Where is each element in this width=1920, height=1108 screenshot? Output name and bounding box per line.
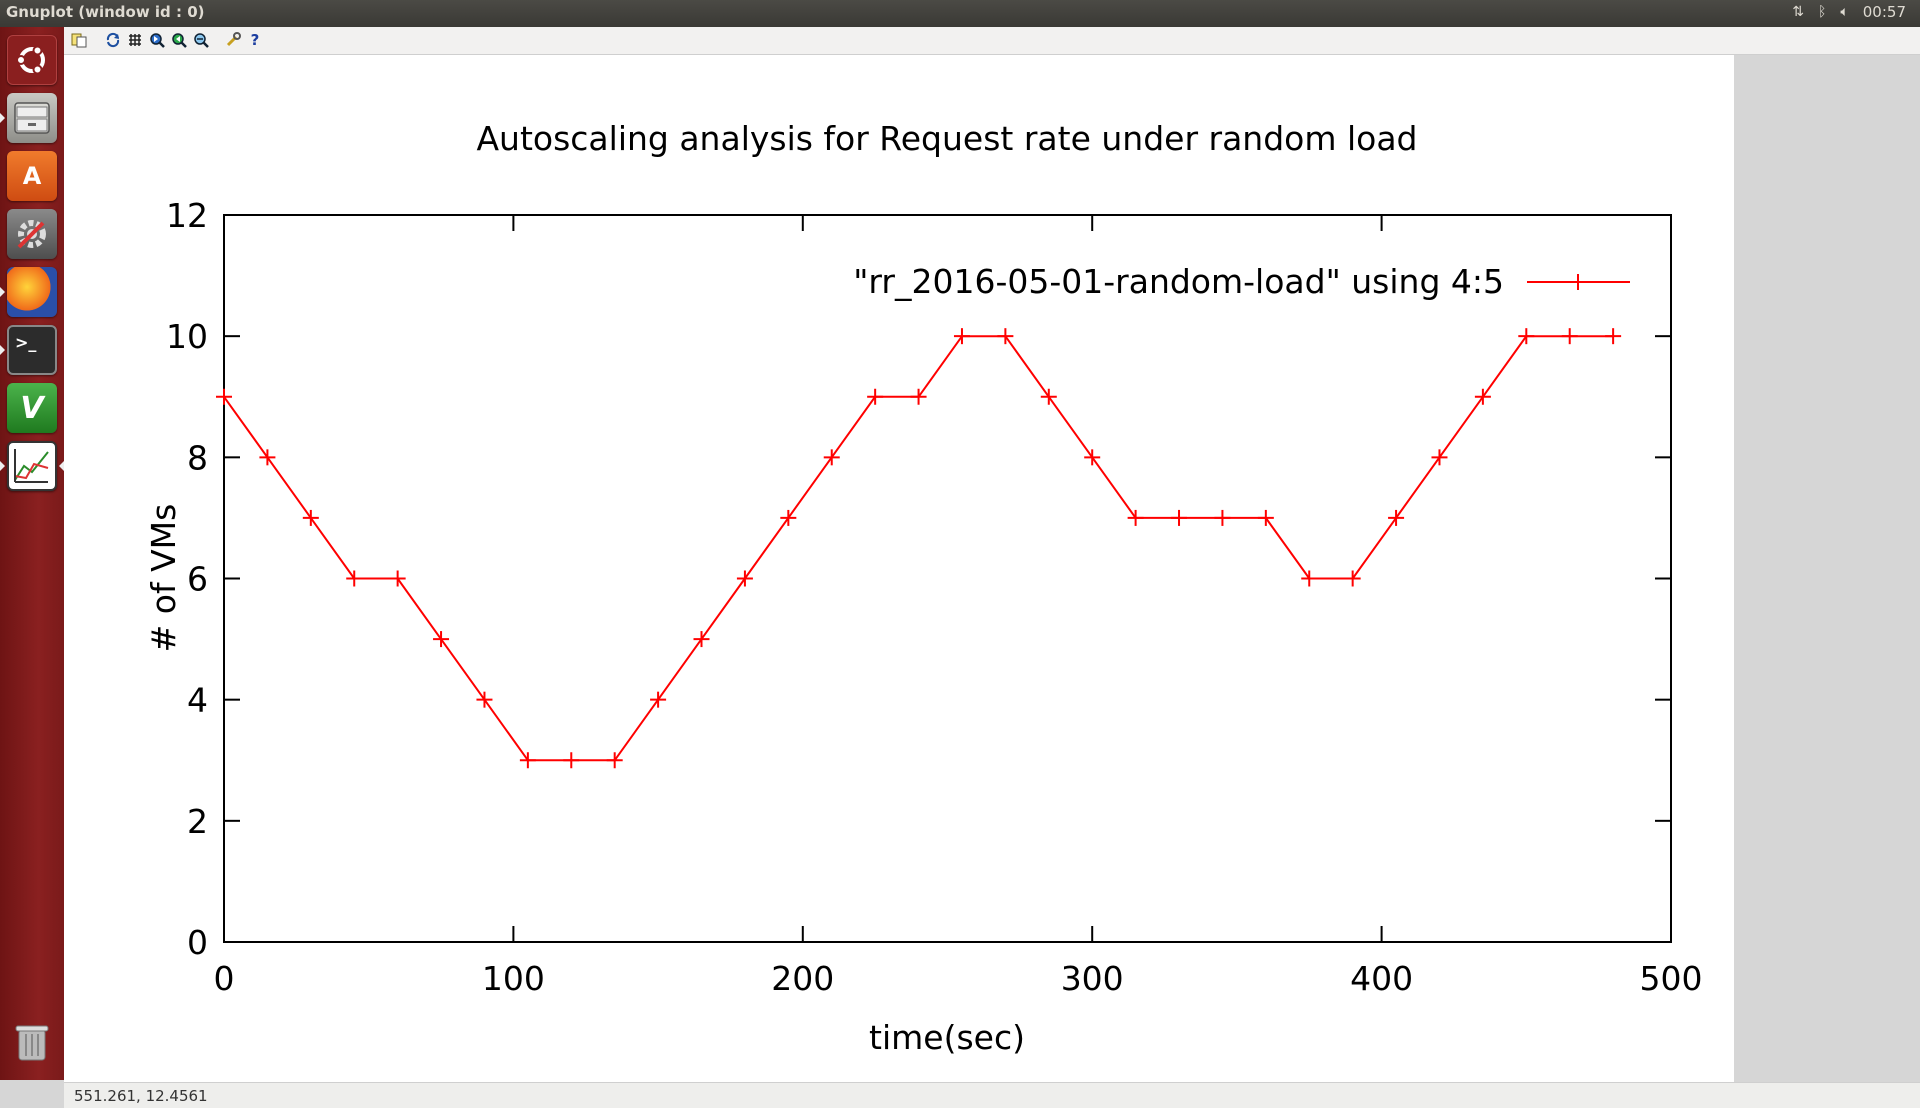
data-series [216, 328, 1622, 769]
unzoom-icon[interactable] [192, 31, 210, 49]
plot-border [223, 214, 1672, 943]
y-tick-label: 0 [187, 923, 208, 962]
y-tick-label: 10 [166, 317, 208, 356]
data-point [302, 509, 319, 526]
data-point [519, 752, 536, 769]
terminal-icon[interactable]: >_ [7, 325, 57, 375]
data-point [780, 509, 797, 526]
data-point [1605, 328, 1622, 345]
grid-icon[interactable] [126, 31, 144, 49]
running-indicator [0, 345, 5, 355]
clock[interactable]: 00:57 [1862, 3, 1906, 21]
data-point [1431, 449, 1448, 466]
file-cabinet-icon [14, 102, 50, 134]
data-point [823, 449, 840, 466]
data-point [650, 691, 667, 708]
mouse-coordinates: 551.261, 12.4561 [74, 1087, 208, 1105]
data-point [1084, 449, 1101, 466]
dash-home-icon[interactable] [7, 35, 57, 85]
data-point [867, 388, 884, 405]
top-panel: Gnuplot (window id : 0) ⇅ ᛒ 🔈︎ 00:57 [0, 0, 1920, 27]
y-tick-label: 8 [187, 438, 208, 477]
network-transfer-icon[interactable]: ⇅ [1792, 4, 1804, 20]
gnuplot-toolbar: ? [64, 27, 1920, 55]
data-point [693, 631, 710, 648]
running-indicator [0, 287, 5, 297]
help-glyph: ? [250, 31, 260, 49]
trash-icon[interactable] [7, 1017, 57, 1067]
y-tick-label: 4 [187, 681, 208, 720]
gnuplot-window: ? Autoscaling analysis for Request rate … [64, 27, 1920, 1108]
plot-canvas[interactable]: Autoscaling analysis for Request rate un… [64, 55, 1734, 1082]
bluetooth-icon[interactable]: ᛒ [1817, 4, 1827, 20]
trash-can-icon [15, 1025, 49, 1061]
data-point [1388, 509, 1405, 526]
replot-icon[interactable] [104, 31, 122, 49]
data-point [563, 752, 580, 769]
gnuplot-graph-icon [14, 449, 49, 483]
indicator-area: ⇅ ᛒ 🔈︎ 00:57 [1792, 3, 1906, 21]
copy-to-clipboard-icon[interactable] [70, 31, 88, 49]
x-tick-label: 100 [482, 959, 545, 998]
data-point [346, 570, 363, 587]
x-tick-label: 500 [1640, 959, 1703, 998]
data-point [1257, 509, 1274, 526]
data-point [1214, 509, 1231, 526]
x-tick-label: 0 [214, 959, 235, 998]
data-point [476, 691, 493, 708]
data-point [389, 570, 406, 587]
help-icon[interactable]: ? [246, 31, 264, 49]
data-point [953, 328, 970, 345]
data-point [1518, 328, 1535, 345]
data-point [1474, 388, 1491, 405]
volume-icon[interactable]: 🔈︎ [1840, 4, 1849, 20]
data-point [1040, 388, 1057, 405]
status-bar: 551.261, 12.4561 [64, 1082, 1920, 1108]
launcher: A >_ V [0, 27, 64, 1080]
x-tick-label: 200 [771, 959, 834, 998]
data-point [736, 570, 753, 587]
y-tick-label: 2 [187, 802, 208, 841]
files-icon[interactable] [7, 93, 57, 143]
chart-title: Autoscaling analysis for Request rate un… [476, 119, 1417, 158]
data-point [1171, 509, 1188, 526]
y-tick-label: 12 [166, 196, 208, 235]
y-tick-label: 6 [187, 560, 208, 599]
system-settings-icon[interactable] [7, 209, 57, 259]
data-point [216, 388, 232, 405]
legend-label: "rr_2016-05-01-random-load" using 4:5 [853, 262, 1504, 301]
preferences-icon[interactable] [224, 31, 242, 49]
vim-glyph: V [20, 390, 44, 426]
running-indicator [0, 113, 5, 123]
data-point [1344, 570, 1361, 587]
data-point [1301, 570, 1318, 587]
ubuntu-logo-icon [16, 45, 45, 75]
data-point [433, 631, 450, 648]
x-tick-label: 300 [1061, 959, 1124, 998]
gnuplot-icon[interactable] [7, 441, 57, 491]
gear-icon [17, 220, 46, 249]
axes: 0 100 200 300 400 500 0 2 4 6 8 10 12 [166, 196, 1703, 998]
vim-icon[interactable]: V [7, 383, 57, 433]
data-point [910, 388, 927, 405]
firefox-icon[interactable] [7, 267, 57, 317]
software-center-glyph: A [22, 162, 42, 190]
data-point [259, 449, 276, 466]
legend: "rr_2016-05-01-random-load" using 4:5 [853, 262, 1630, 301]
zoom-previous-icon[interactable] [148, 31, 166, 49]
data-point [1127, 509, 1144, 526]
data-point [997, 328, 1014, 345]
window-title: Gnuplot (window id : 0) [6, 3, 205, 21]
plot-area[interactable]: Autoscaling analysis for Request rate un… [64, 55, 1734, 1082]
zoom-next-icon[interactable] [170, 31, 188, 49]
y-axis-label: # of VMs [144, 504, 183, 653]
terminal-glyph: >_ [15, 333, 37, 352]
data-point [606, 752, 623, 769]
focused-indicator [59, 461, 64, 471]
x-axis-label: time(sec) [869, 1018, 1025, 1057]
data-point [1561, 328, 1578, 345]
x-tick-label: 400 [1350, 959, 1413, 998]
software-center-icon[interactable]: A [7, 151, 57, 201]
running-indicator [0, 461, 5, 471]
